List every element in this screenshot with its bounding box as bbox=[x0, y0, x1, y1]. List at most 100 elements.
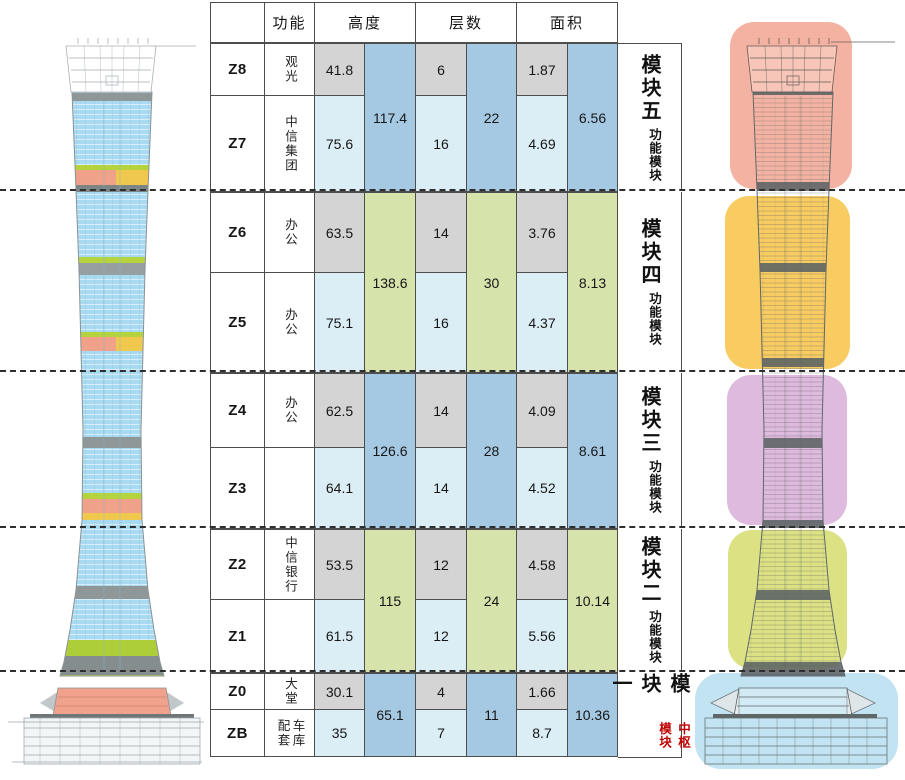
floors-cell: 7 bbox=[416, 710, 467, 756]
height-cell: 35 bbox=[315, 710, 365, 756]
header-function: 功能 bbox=[265, 3, 315, 42]
height-cell: 41.8 bbox=[315, 44, 365, 96]
area-cell: 5.56 bbox=[517, 600, 568, 672]
height-cell: 62.5 bbox=[315, 374, 365, 448]
floors-cell: 16 bbox=[416, 96, 467, 191]
module-4-rows: Z6 办公 63.5 138.6 14 30 3.76 8.13 Z5 办公 7… bbox=[210, 192, 618, 373]
area-cell: 4.37 bbox=[517, 273, 568, 372]
module-category: 功能模块 bbox=[647, 291, 661, 346]
floors-cell: 12 bbox=[416, 530, 467, 600]
table-header-row: 功能 高度 层数 面积 bbox=[210, 2, 618, 43]
module-name: 模块四 bbox=[638, 217, 660, 287]
floors-merged-cell: 28 bbox=[467, 374, 517, 528]
zone-cell: Z3 bbox=[211, 448, 265, 528]
floors-merged-cell: 30 bbox=[467, 193, 517, 372]
function-cell: 大堂 bbox=[265, 674, 315, 710]
module-category-hub: 中枢模块 bbox=[657, 722, 690, 750]
header-height: 高度 bbox=[315, 3, 416, 42]
header-area: 面积 bbox=[549, 15, 584, 32]
module-category: 功能模块 bbox=[647, 460, 661, 514]
left-tower-elevation-image bbox=[8, 38, 204, 765]
area-cell: 4.69 bbox=[517, 96, 568, 191]
module-1-rows: Z0 大堂 30.1 65.1 4 11 1.66 10.36 ZB 配套 车库… bbox=[210, 673, 618, 757]
module-2-label: 模块二 功能模块 bbox=[618, 529, 682, 671]
right-tower-crown bbox=[746, 38, 895, 93]
area-cell: 1.87 bbox=[517, 44, 568, 96]
zone-cell: Z4 bbox=[211, 374, 265, 448]
height-cell: 53.5 bbox=[315, 530, 365, 600]
function-cell: 中信银行 bbox=[265, 530, 315, 600]
height-merged-cell: 115 bbox=[365, 530, 416, 672]
function-cell: 办公 bbox=[265, 193, 315, 273]
area-merged-cell: 6.56 bbox=[568, 44, 617, 191]
function-cell: 办公 bbox=[265, 273, 315, 372]
area-merged-cell: 10.36 bbox=[568, 674, 617, 756]
floors-cell: 4 bbox=[416, 674, 467, 710]
module-name: 模块五 bbox=[638, 53, 660, 123]
module-boundary-line-2 bbox=[0, 370, 905, 372]
floors-cell: 14 bbox=[416, 193, 467, 273]
left-tower-underground bbox=[8, 717, 204, 765]
height-cell: 75.1 bbox=[315, 273, 365, 372]
module-boundary-line-4 bbox=[0, 670, 905, 672]
height-cell: 64.1 bbox=[315, 448, 365, 528]
zone-cell: Z8 bbox=[211, 44, 265, 96]
function-cell: 中信集团 bbox=[265, 96, 315, 191]
height-merged-cell: 65.1 bbox=[365, 674, 416, 756]
floors-cell: 12 bbox=[416, 600, 467, 672]
module-5-rows: Z8 观光 41.8 117.4 6 22 1.87 6.56 Z7 中信集团 … bbox=[210, 43, 618, 192]
module-2-rows: Z2 中信银行 53.5 115 12 24 4.58 10.14 Z1 61.… bbox=[210, 529, 618, 673]
area-merged-cell: 8.61 bbox=[568, 374, 617, 528]
height-cell: 63.5 bbox=[315, 193, 365, 273]
height-merged-cell: 126.6 bbox=[365, 374, 416, 528]
module-name: 模块二 bbox=[638, 536, 660, 605]
floors-cell: 6 bbox=[416, 44, 467, 96]
header-floors: 层数 bbox=[416, 3, 517, 42]
module-category: 功能模块 bbox=[647, 610, 661, 664]
area-cell: 4.52 bbox=[517, 448, 568, 528]
zone-cell: Z2 bbox=[211, 530, 265, 600]
module-name: 模块三 bbox=[638, 386, 660, 455]
floors-merged-cell: 22 bbox=[467, 44, 517, 191]
left-tower-shaft bbox=[59, 91, 165, 677]
module-3-rows: Z4 办公 62.5 126.6 14 28 4.09 8.61 Z3 64.1… bbox=[210, 373, 618, 529]
zone-cell: ZB bbox=[211, 710, 265, 756]
height-cell: 30.1 bbox=[315, 674, 365, 710]
module-boundary-line-3 bbox=[0, 526, 905, 528]
floors-merged-cell: 24 bbox=[467, 530, 517, 672]
function-cell bbox=[265, 600, 315, 672]
module-4-label: 模块四 功能模块 bbox=[618, 192, 682, 371]
module-name: 模块一 bbox=[609, 673, 689, 696]
right-tower-elevation-image bbox=[695, 22, 898, 769]
height-merged-cell: 117.4 bbox=[365, 44, 416, 191]
height-cell: 61.5 bbox=[315, 600, 365, 672]
zone-cell: Z1 bbox=[211, 600, 265, 672]
right-tower-base bbox=[704, 687, 888, 765]
zone-cell: Z7 bbox=[211, 96, 265, 191]
function-cell: 观光 bbox=[265, 44, 315, 96]
left-tower-crown bbox=[65, 38, 196, 93]
module-1-label: 模块一 中枢模块 bbox=[609, 673, 690, 758]
zone-cell: Z0 bbox=[211, 674, 265, 710]
area-cell: 4.58 bbox=[517, 530, 568, 600]
height-cell: 75.6 bbox=[315, 96, 365, 191]
zone-cell: Z5 bbox=[211, 273, 265, 372]
area-cell: 8.7 bbox=[517, 710, 568, 756]
area-cell: 3.76 bbox=[517, 193, 568, 273]
module-category: 功能模块 bbox=[647, 127, 661, 182]
floors-cell: 14 bbox=[416, 374, 467, 448]
header-zone-blank bbox=[211, 3, 265, 42]
height-merged-cell: 138.6 bbox=[365, 193, 416, 372]
floors-cell: 16 bbox=[416, 273, 467, 372]
zone-cell: Z6 bbox=[211, 193, 265, 273]
function-cell: 配套 车库 bbox=[265, 710, 315, 756]
area-cell: 1.66 bbox=[517, 674, 568, 710]
module-5-label: 模块五 功能模块 bbox=[618, 43, 682, 191]
floors-cell: 14 bbox=[416, 448, 467, 528]
area-cell: 4.09 bbox=[517, 374, 568, 448]
floors-merged-cell: 11 bbox=[467, 674, 517, 756]
function-cell bbox=[265, 448, 315, 528]
left-tower-base bbox=[8, 687, 204, 765]
right-tower-mechanical-bands bbox=[741, 92, 845, 676]
